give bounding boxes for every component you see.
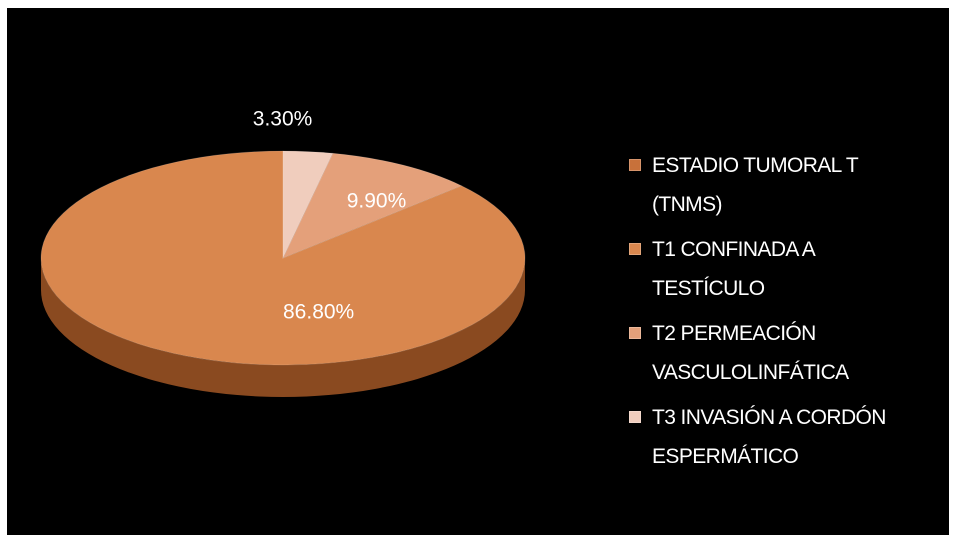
legend-swatch — [629, 243, 641, 255]
pie-slice — [282, 150, 334, 259]
slice-data-label: 86.80% — [283, 300, 354, 323]
legend-label-line: (TNMS) — [652, 193, 722, 216]
legend-label: T2 PERMEACIÓN VASCULOLINFÁTICA — [652, 314, 849, 392]
legend-swatch — [629, 411, 641, 423]
chart-legend: ESTADIO TUMORAL T (TNMS) T1 CONFINADA A TES… — [629, 146, 958, 482]
legend-label-line: T1 CONFINADA A — [652, 238, 816, 261]
pie-slice-side — [41, 258, 525, 397]
legend-label-line: ESTADIO TUMORAL T — [652, 154, 859, 177]
pie-top-group — [40, 150, 526, 366]
pie-slice — [40, 150, 526, 366]
chart-panel: 86.80% 9.90% 3.30% ESTADIO TUMORAL T (TNMS)… — [7, 8, 949, 535]
legend-label-line: T2 PERMEACIÓN — [652, 322, 816, 345]
legend-swatch — [629, 159, 641, 171]
legend-label-line: ESPERMÁTICO — [652, 445, 799, 468]
legend-label: ESTADIO TUMORAL T (TNMS) — [652, 146, 859, 224]
slice-data-label: 3.30% — [253, 107, 313, 130]
legend-label-line: T3 INVASIÓN A CORDÓN — [652, 406, 886, 429]
legend-item: T3 INVASIÓN A CORDÓN ESPERMÁTICO — [629, 398, 958, 476]
pie-chart: 86.80% 9.90% 3.30% — [40, 107, 526, 397]
legend-item: T1 CONFINADA A TESTÍCULO — [629, 230, 958, 308]
pie-side-group — [41, 258, 525, 397]
legend-label: T1 CONFINADA A TESTÍCULO — [652, 230, 816, 308]
legend-label-line: VASCULOLINFÁTICA — [652, 361, 849, 384]
legend-label-line: TESTÍCULO — [652, 277, 765, 300]
legend-label: T3 INVASIÓN A CORDÓN ESPERMÁTICO — [652, 398, 886, 476]
pie-slice — [282, 152, 463, 259]
slice-data-label: 9.90% — [347, 190, 407, 213]
legend-item: T2 PERMEACIÓN VASCULOLINFÁTICA — [629, 314, 958, 392]
legend-item: ESTADIO TUMORAL T (TNMS) — [629, 146, 958, 224]
legend-swatch — [629, 327, 641, 339]
